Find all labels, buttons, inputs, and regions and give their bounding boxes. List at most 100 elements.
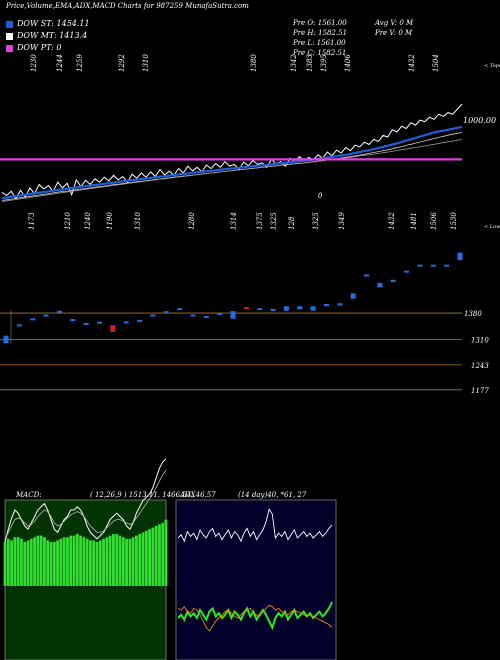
legend-pt: DOW PT: 0 — [6, 43, 62, 52]
adx-params: (14 day)40, *61, 27 — [238, 491, 307, 499]
candle-9 — [123, 321, 129, 324]
candle-34 — [457, 252, 463, 261]
candle-30 — [404, 270, 410, 273]
top-label-6: 1342 — [290, 54, 298, 72]
macd-hist-7 — [26, 540, 30, 586]
macd-hist-27 — [92, 540, 96, 586]
candle-10 — [137, 319, 143, 322]
candle-14 — [190, 314, 196, 317]
top-label-0: 1230 — [30, 54, 38, 72]
zero-marker: 0 — [318, 192, 323, 200]
bottom-label-6: 1314 — [230, 212, 238, 230]
price-series-0 — [1, 103, 463, 200]
legend-st: DOW ST: 1454.11 — [6, 19, 90, 28]
top-label-11: 1504 — [432, 54, 440, 72]
legend-mt: DOW MT: 1413.4 — [6, 31, 87, 40]
bottom-label-4: 1310 — [134, 212, 142, 230]
macd-hist-46 — [154, 526, 158, 586]
macd-hist-8 — [29, 538, 33, 586]
bottom-label-3: 1190 — [106, 212, 114, 230]
macd-hist-44 — [148, 529, 151, 586]
top-label-9: 1406 — [344, 54, 352, 72]
bottom-label-2: 1240 — [84, 212, 92, 230]
macd-hist-38 — [128, 538, 132, 586]
macd-hist-34 — [115, 534, 119, 586]
bottom-label-1: 1210 — [64, 212, 72, 230]
top-label-1: 1244 — [56, 54, 64, 72]
bottom-label-0: 1173 — [28, 212, 36, 230]
macd-hist-15 — [52, 542, 56, 586]
price-panel: 1000.00 < Tops < Lows — [0, 63, 500, 230]
candle-28 — [377, 282, 383, 288]
top-label-4: 1310 — [142, 54, 150, 72]
chart-title: Price,Volume,EMA,ADX,MACD Charts for 987… — [6, 2, 249, 10]
macd-hist-17 — [59, 538, 63, 586]
macd-hist-11 — [39, 535, 43, 586]
tops-tag: < Tops — [484, 63, 500, 69]
candle-18 — [243, 307, 249, 309]
candle-26 — [350, 293, 356, 299]
macd-panel: MACD: ( 12,26,9 ) 1513.11, 1466.54, 46.57 — [3, 458, 216, 660]
bottom-label-8: 1325 — [270, 212, 278, 230]
macd-hist-47 — [158, 524, 161, 586]
macd-hist-43 — [144, 530, 148, 586]
candle-19 — [257, 308, 263, 311]
macd-hist-31 — [105, 537, 109, 586]
candle-33 — [444, 264, 450, 267]
candle-32 — [430, 264, 436, 267]
macd-hist-36 — [121, 537, 125, 586]
legend-pt-swatch — [6, 44, 13, 52]
candle-29 — [390, 279, 396, 283]
candle-15 — [203, 316, 209, 319]
macd-hist-16 — [56, 540, 59, 586]
legend-pt-label: DOW PT: 0 — [17, 43, 62, 52]
candle-2 — [30, 318, 36, 321]
macd-hist-49 — [164, 519, 168, 586]
price-series-3 — [1, 139, 463, 202]
bottom-label-15: 1530 — [450, 212, 458, 230]
macd-hist-30 — [102, 538, 105, 586]
macd-hist-18 — [62, 537, 66, 586]
bottom-label-13: 1481 — [410, 212, 418, 230]
candle-7 — [96, 321, 102, 324]
level-label-0: 1380 — [464, 310, 482, 318]
macd-hist-48 — [161, 522, 165, 586]
candle-23 — [310, 306, 316, 311]
macd-hist-13 — [46, 540, 50, 586]
macd-hist-20 — [69, 535, 73, 586]
bottom-label-14: 1506 — [430, 212, 438, 230]
candle-16 — [217, 313, 223, 316]
avg-volume: Avg V: 0 M — [375, 19, 414, 27]
candle-8 — [110, 325, 116, 332]
macd-hist-23 — [79, 535, 82, 586]
top-label-7: 1383 — [306, 54, 314, 72]
level-label-1: 1310 — [471, 337, 489, 345]
price-axis-label: 1000.00 — [463, 116, 496, 125]
candle-12 — [163, 311, 169, 314]
bottom-label-9: 128 — [288, 216, 296, 230]
candle-13 — [177, 308, 183, 311]
bottom-label-11: 1349 — [338, 212, 346, 230]
macd-hist-2 — [10, 540, 13, 586]
candle-20 — [270, 308, 276, 311]
candle-21 — [283, 306, 289, 311]
macd-hist-9 — [33, 537, 36, 586]
candle-22 — [297, 306, 303, 310]
macd-hist-19 — [66, 537, 69, 586]
ohlc-open: Pre O: 1561.00 — [293, 19, 347, 27]
macd-hist-39 — [131, 537, 135, 586]
macd-hist-1 — [6, 538, 10, 586]
macd-hist-40 — [135, 535, 138, 586]
macd-line — [4, 458, 167, 543]
macd-title: MACD: — [15, 491, 42, 499]
macd-hist-14 — [49, 542, 53, 586]
macd-signal-line — [4, 469, 167, 539]
legend-st-label: DOW ST: 1454.11 — [17, 19, 90, 28]
adx-series-0 — [177, 508, 333, 543]
ohlc-close: Pre C: 1582.51 — [293, 49, 347, 57]
bottom-label-12: 1432 — [388, 212, 396, 230]
level-label-3: 1177 — [471, 387, 489, 395]
macd-hist-0 — [3, 542, 7, 586]
candle-27 — [364, 274, 370, 277]
